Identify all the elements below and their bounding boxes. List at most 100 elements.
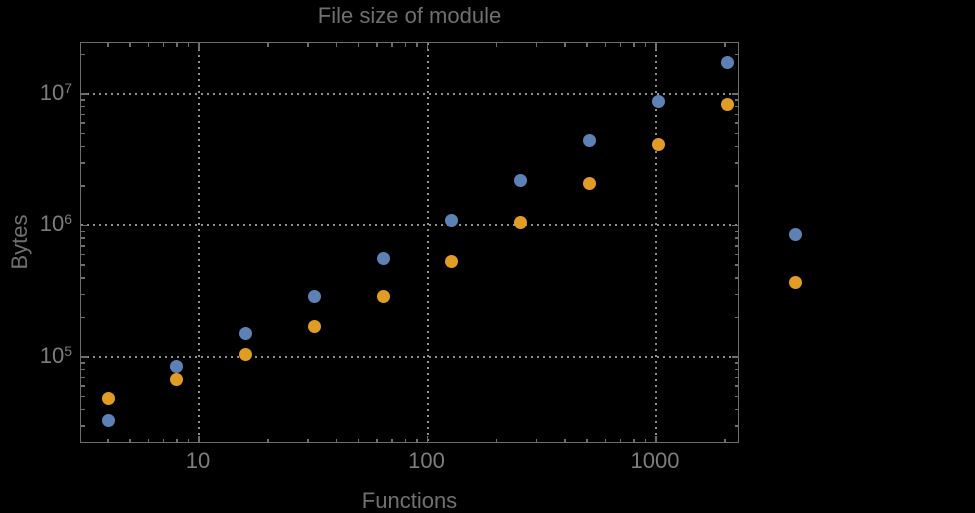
x-minor-tick <box>644 439 647 443</box>
x-minor-tick <box>187 439 190 443</box>
x-minor-tick <box>335 43 338 47</box>
y-tick-label: 107 <box>39 79 72 105</box>
y-minor-tick <box>735 395 739 398</box>
data-point-blue <box>101 413 115 427</box>
x-minor-tick <box>307 439 309 443</box>
y-minor-tick <box>735 245 739 247</box>
x-minor-tick <box>129 439 131 443</box>
x-minor-tick <box>176 439 178 443</box>
x-minor-tick <box>495 439 498 443</box>
x-major-tick <box>426 435 429 443</box>
y-minor-tick <box>735 185 739 187</box>
y-minor-tick <box>735 145 739 148</box>
x-minor-tick <box>391 439 393 443</box>
data-point-orange <box>101 392 115 406</box>
y-minor-tick <box>735 99 739 101</box>
y-minor-tick <box>735 53 739 56</box>
data-point-orange <box>307 320 321 334</box>
y-minor-tick <box>81 113 85 116</box>
y-minor-tick <box>735 376 739 379</box>
y-minor-tick <box>735 368 739 371</box>
x-minor-tick <box>564 439 566 443</box>
y-minor-tick <box>81 145 85 148</box>
y-minor-tick <box>81 253 85 256</box>
y-minor-tick <box>735 122 739 124</box>
data-point-orange <box>376 289 390 303</box>
x-minor-tick <box>416 43 418 47</box>
grid-layer <box>81 43 738 442</box>
data-point-blue <box>583 134 597 148</box>
x-minor-tick <box>586 439 588 443</box>
data-point-orange <box>170 372 184 386</box>
y-minor-tick <box>81 185 85 187</box>
x-minor-tick <box>307 43 309 47</box>
y-minor-tick <box>735 105 739 108</box>
x-minor-tick <box>129 43 131 47</box>
x-minor-tick <box>633 439 635 443</box>
y-minor-tick <box>81 425 85 427</box>
chart-title: File size of module <box>317 3 502 28</box>
x-minor-tick <box>187 43 190 47</box>
tick-layer <box>81 43 739 443</box>
data-point-orange <box>651 138 665 152</box>
y-minor-tick <box>81 99 85 101</box>
x-major-tick <box>426 43 429 50</box>
x-major-tick <box>655 43 657 50</box>
data-point-blue <box>170 359 184 373</box>
y-minor-tick <box>735 277 739 279</box>
y-minor-tick <box>81 385 85 387</box>
x-minor-tick <box>619 439 622 443</box>
y-minor-tick <box>735 362 739 364</box>
x-minor-tick <box>404 43 407 47</box>
x-major-tick <box>198 435 200 443</box>
y-minor-tick <box>81 264 85 266</box>
x-minor-tick <box>107 439 109 443</box>
x-minor-tick <box>391 43 393 47</box>
y-major-tick <box>731 93 739 95</box>
x-minor-tick <box>162 43 165 47</box>
x-minor-tick <box>633 43 635 47</box>
y-minor-tick <box>735 293 739 295</box>
y-minor-tick <box>81 132 85 135</box>
y-minor-tick <box>81 122 85 124</box>
y-minor-tick <box>81 362 85 364</box>
x-minor-tick <box>604 439 607 443</box>
y-minor-tick <box>735 230 739 233</box>
y-minor-tick <box>81 293 85 295</box>
y-minor-tick <box>81 277 85 279</box>
x-minor-tick <box>644 43 647 47</box>
y-minor-tick <box>81 376 85 379</box>
x-minor-tick <box>604 43 607 47</box>
y-minor-tick <box>81 105 85 108</box>
x-minor-tick <box>267 439 269 443</box>
y-minor-tick <box>735 132 739 135</box>
y-minor-tick <box>81 368 85 371</box>
x-minor-tick <box>404 439 407 443</box>
data-point-orange <box>583 176 597 190</box>
data-point-orange <box>445 255 459 269</box>
x-gridline <box>426 43 429 442</box>
y-minor-tick <box>735 253 739 256</box>
x-minor-tick <box>376 439 378 443</box>
x-minor-tick <box>724 439 726 443</box>
data-point-blue <box>307 289 321 303</box>
x-minor-tick <box>147 43 150 47</box>
x-gridline <box>655 43 657 442</box>
y-minor-tick <box>735 385 739 387</box>
x-tick-label: 1000 <box>630 448 680 473</box>
x-minor-tick <box>535 439 538 443</box>
x-major-tick <box>655 435 657 443</box>
y-major-tick <box>81 224 88 227</box>
y-minor-tick <box>735 425 739 427</box>
x-minor-tick <box>335 439 338 443</box>
y-minor-tick <box>81 53 85 56</box>
y-gridline <box>81 92 738 95</box>
y-tick-label: 106 <box>39 211 72 237</box>
x-tick-label: 100 <box>408 448 445 473</box>
y-minor-tick <box>735 162 739 164</box>
x-minor-tick <box>416 439 418 443</box>
y-minor-tick <box>81 408 85 411</box>
y-minor-tick <box>735 408 739 411</box>
data-point-orange <box>239 348 253 362</box>
points-layer <box>81 43 803 442</box>
